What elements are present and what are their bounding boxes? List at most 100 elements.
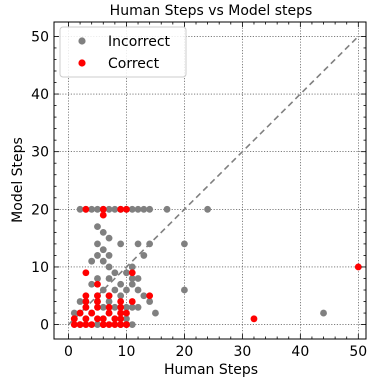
grid-lines xyxy=(54,22,367,339)
point-incorrect xyxy=(88,280,96,288)
point-correct xyxy=(128,269,136,277)
y-tick-label: 0 xyxy=(40,318,49,334)
point-correct xyxy=(76,309,84,317)
point-incorrect xyxy=(181,286,188,294)
point-correct xyxy=(117,303,125,311)
point-incorrect xyxy=(94,223,101,231)
point-correct xyxy=(117,321,125,328)
point-correct xyxy=(117,309,125,317)
point-correct xyxy=(111,315,119,323)
point-correct xyxy=(117,315,125,323)
y-tick-label: 50 xyxy=(31,29,49,45)
point-correct xyxy=(105,321,113,328)
point-incorrect xyxy=(99,257,107,265)
x-tick-label: 40 xyxy=(291,344,309,360)
legend: Incorrect Correct xyxy=(59,26,187,78)
x-tick-label: 30 xyxy=(233,344,251,360)
point-correct xyxy=(70,315,78,323)
point-incorrect xyxy=(99,228,107,236)
point-incorrect xyxy=(181,240,188,248)
point-incorrect xyxy=(99,246,107,254)
point-correct xyxy=(76,321,84,328)
reference-diagonal-line xyxy=(67,35,359,326)
point-incorrect xyxy=(111,286,119,294)
point-incorrect xyxy=(94,240,101,248)
legend-marker-correct xyxy=(78,59,86,67)
point-correct xyxy=(99,315,107,323)
point-correct xyxy=(70,321,78,328)
point-incorrect xyxy=(123,315,130,323)
point-incorrect xyxy=(146,298,154,305)
point-incorrect xyxy=(105,252,113,259)
point-correct xyxy=(123,309,130,317)
point-incorrect xyxy=(146,240,154,248)
point-correct xyxy=(250,315,258,323)
point-incorrect xyxy=(111,269,119,277)
point-incorrect xyxy=(76,205,84,213)
x-tick-label: 50 xyxy=(349,344,367,360)
point-incorrect xyxy=(146,205,154,213)
point-incorrect xyxy=(123,286,130,294)
y-tick-label: 10 xyxy=(31,260,49,276)
point-correct xyxy=(88,321,96,328)
point-incorrect xyxy=(128,205,136,213)
point-incorrect xyxy=(99,303,107,311)
point-incorrect xyxy=(117,280,125,288)
legend-marker-incorrect xyxy=(78,37,86,45)
series-correct xyxy=(70,205,362,328)
legend-box xyxy=(59,26,187,78)
point-incorrect xyxy=(128,303,136,311)
point-incorrect xyxy=(70,309,78,317)
point-correct xyxy=(94,315,101,323)
point-correct xyxy=(94,298,101,305)
point-correct xyxy=(82,298,90,305)
point-correct xyxy=(123,321,130,328)
point-incorrect xyxy=(117,240,125,248)
x-tick-label: 10 xyxy=(118,344,136,360)
point-correct xyxy=(82,303,90,311)
point-correct xyxy=(82,321,90,328)
point-incorrect xyxy=(140,252,148,259)
point-incorrect xyxy=(94,205,101,213)
point-correct xyxy=(99,321,107,328)
point-correct xyxy=(82,205,90,213)
point-incorrect xyxy=(134,275,142,282)
point-correct xyxy=(82,292,90,300)
point-incorrect xyxy=(134,286,142,294)
tick-labels: 0 10 20 30 40 50 0 10 20 30 40 50 xyxy=(31,29,367,360)
point-incorrect xyxy=(105,205,113,213)
x-tick-label: 0 xyxy=(64,344,73,360)
x-tick-label: 20 xyxy=(176,344,194,360)
point-correct xyxy=(111,321,119,328)
plot-frame xyxy=(53,21,367,340)
y-tick-label: 30 xyxy=(31,145,49,161)
point-incorrect xyxy=(88,257,96,265)
point-incorrect xyxy=(128,275,136,282)
y-tick-label: 20 xyxy=(31,202,49,218)
point-correct xyxy=(105,309,113,317)
point-incorrect xyxy=(128,280,136,288)
point-incorrect xyxy=(140,292,148,300)
point-incorrect xyxy=(140,205,148,213)
data-points xyxy=(70,205,362,328)
point-incorrect xyxy=(105,298,113,305)
legend-label-correct: Correct xyxy=(108,56,160,72)
point-correct xyxy=(94,303,101,311)
point-incorrect xyxy=(76,298,84,305)
point-correct xyxy=(99,211,107,219)
point-incorrect xyxy=(105,275,113,282)
chart-title: Human Steps vs Model steps xyxy=(110,3,313,19)
point-incorrect xyxy=(105,234,113,242)
point-incorrect xyxy=(163,205,171,213)
axis-ticks xyxy=(54,22,366,339)
point-correct xyxy=(354,263,362,271)
point-incorrect xyxy=(88,205,96,213)
point-correct xyxy=(146,292,154,300)
point-incorrect xyxy=(111,303,119,311)
point-correct xyxy=(94,280,101,288)
point-correct xyxy=(123,205,130,213)
point-incorrect xyxy=(152,309,159,317)
point-incorrect xyxy=(123,303,130,311)
point-incorrect xyxy=(320,309,327,317)
